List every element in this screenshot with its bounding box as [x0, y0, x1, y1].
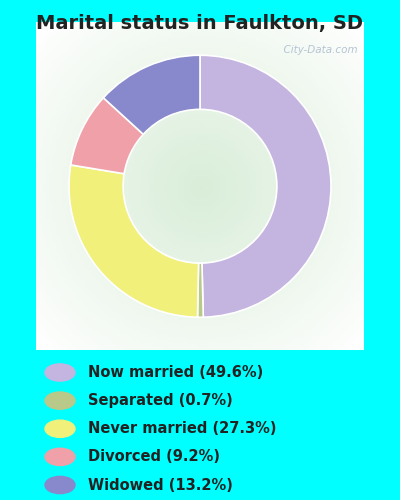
Ellipse shape: [45, 476, 75, 494]
Ellipse shape: [45, 448, 75, 466]
Wedge shape: [198, 263, 203, 318]
Wedge shape: [69, 165, 198, 317]
Text: Widowed (13.2%): Widowed (13.2%): [88, 478, 233, 492]
Wedge shape: [103, 55, 200, 134]
Text: City-Data.com: City-Data.com: [276, 46, 357, 56]
Text: Separated (0.7%): Separated (0.7%): [88, 393, 233, 408]
Wedge shape: [200, 55, 331, 317]
Wedge shape: [71, 98, 143, 174]
Ellipse shape: [45, 392, 75, 409]
Text: Now married (49.6%): Now married (49.6%): [88, 365, 263, 380]
Text: Divorced (9.2%): Divorced (9.2%): [88, 450, 220, 464]
Ellipse shape: [45, 364, 75, 381]
Ellipse shape: [45, 420, 75, 438]
Text: Marital status in Faulkton, SD: Marital status in Faulkton, SD: [36, 14, 364, 33]
Text: Never married (27.3%): Never married (27.3%): [88, 421, 276, 436]
